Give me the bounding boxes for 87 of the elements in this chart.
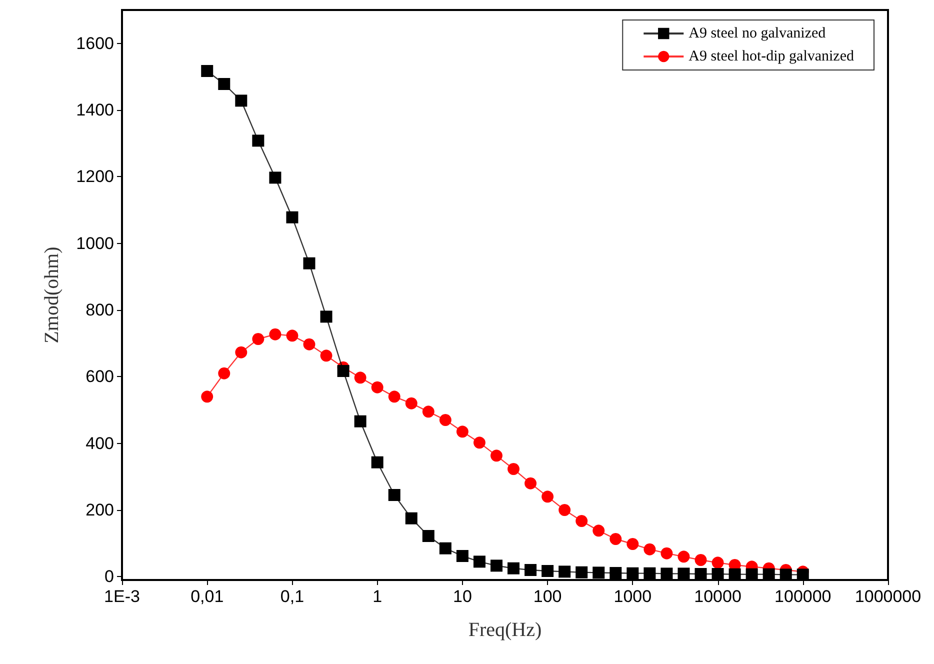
point	[508, 463, 520, 475]
point	[303, 338, 316, 350]
point	[473, 556, 486, 568]
point	[218, 367, 230, 380]
point	[456, 550, 468, 562]
point	[303, 257, 316, 270]
y-tick-label: 0	[104, 567, 114, 586]
point	[542, 565, 554, 577]
point	[320, 350, 332, 362]
point	[592, 524, 605, 537]
x-tick-label: 10	[452, 587, 472, 606]
point	[626, 538, 639, 550]
point	[678, 550, 690, 563]
y-tick-label: 600	[86, 367, 114, 386]
y-tick-label: 200	[86, 500, 114, 520]
point	[558, 504, 571, 516]
point	[422, 406, 434, 418]
x-tick-label: 1E-3	[104, 587, 140, 606]
point	[354, 415, 366, 428]
y-tick-label: 1200	[76, 167, 114, 186]
point	[422, 530, 434, 542]
point	[388, 489, 400, 501]
point	[252, 134, 264, 147]
point	[610, 567, 622, 579]
x-axis-title: Freq(Hz)	[468, 619, 542, 641]
point	[269, 172, 282, 184]
y-tick-label: 1400	[76, 100, 114, 120]
y-tick-label: 800	[86, 300, 114, 320]
x-tick-label: 1000	[614, 587, 652, 606]
y-tick-label: 1000	[76, 234, 114, 253]
point	[576, 566, 588, 578]
point	[644, 567, 656, 580]
point	[235, 346, 248, 358]
point	[439, 414, 452, 426]
x-tick-label: 1	[372, 587, 382, 606]
point	[508, 562, 520, 574]
point	[712, 568, 724, 580]
point	[269, 328, 282, 340]
point	[490, 560, 502, 572]
point	[218, 78, 230, 90]
point	[610, 533, 622, 545]
point	[201, 65, 214, 77]
y-axis-title: Zmod(ohm)	[41, 246, 63, 344]
point	[439, 542, 452, 554]
point	[694, 554, 707, 566]
x-tick-label: 10000	[694, 587, 742, 606]
point	[644, 543, 656, 556]
point	[576, 515, 588, 527]
point	[592, 566, 605, 579]
point	[746, 568, 758, 580]
point	[371, 381, 384, 394]
x-tick-label: 100000	[774, 587, 832, 606]
y-tick-label: 1600	[76, 34, 114, 53]
point	[660, 547, 673, 560]
x-tick-label: 0,01	[190, 587, 224, 606]
point	[320, 310, 332, 323]
point	[542, 490, 554, 503]
point	[524, 477, 537, 490]
point	[524, 564, 537, 576]
y-tick-label: 400	[86, 434, 114, 453]
point	[286, 330, 298, 342]
point	[354, 372, 366, 384]
point	[660, 568, 673, 580]
point	[762, 568, 775, 580]
x-tick-label: 0,1	[280, 587, 304, 606]
point	[235, 94, 248, 107]
point	[728, 568, 741, 580]
point	[371, 456, 384, 468]
point	[473, 436, 486, 449]
point	[694, 568, 707, 580]
point	[388, 390, 400, 403]
point	[678, 568, 690, 580]
point	[252, 333, 264, 345]
point	[405, 512, 418, 524]
x-tick-label: 1000000	[854, 587, 922, 606]
point	[490, 450, 502, 462]
point	[405, 397, 418, 410]
legend-label: A9 steel hot-dip galvanized	[688, 48, 854, 64]
point	[337, 365, 350, 377]
point	[558, 566, 571, 578]
x-tick-label: 100	[533, 587, 562, 606]
point	[201, 390, 214, 403]
point	[626, 567, 639, 580]
legend-label: A9 steel no galvanized	[688, 26, 826, 42]
point	[286, 211, 298, 224]
point	[712, 556, 724, 569]
point	[456, 426, 468, 438]
